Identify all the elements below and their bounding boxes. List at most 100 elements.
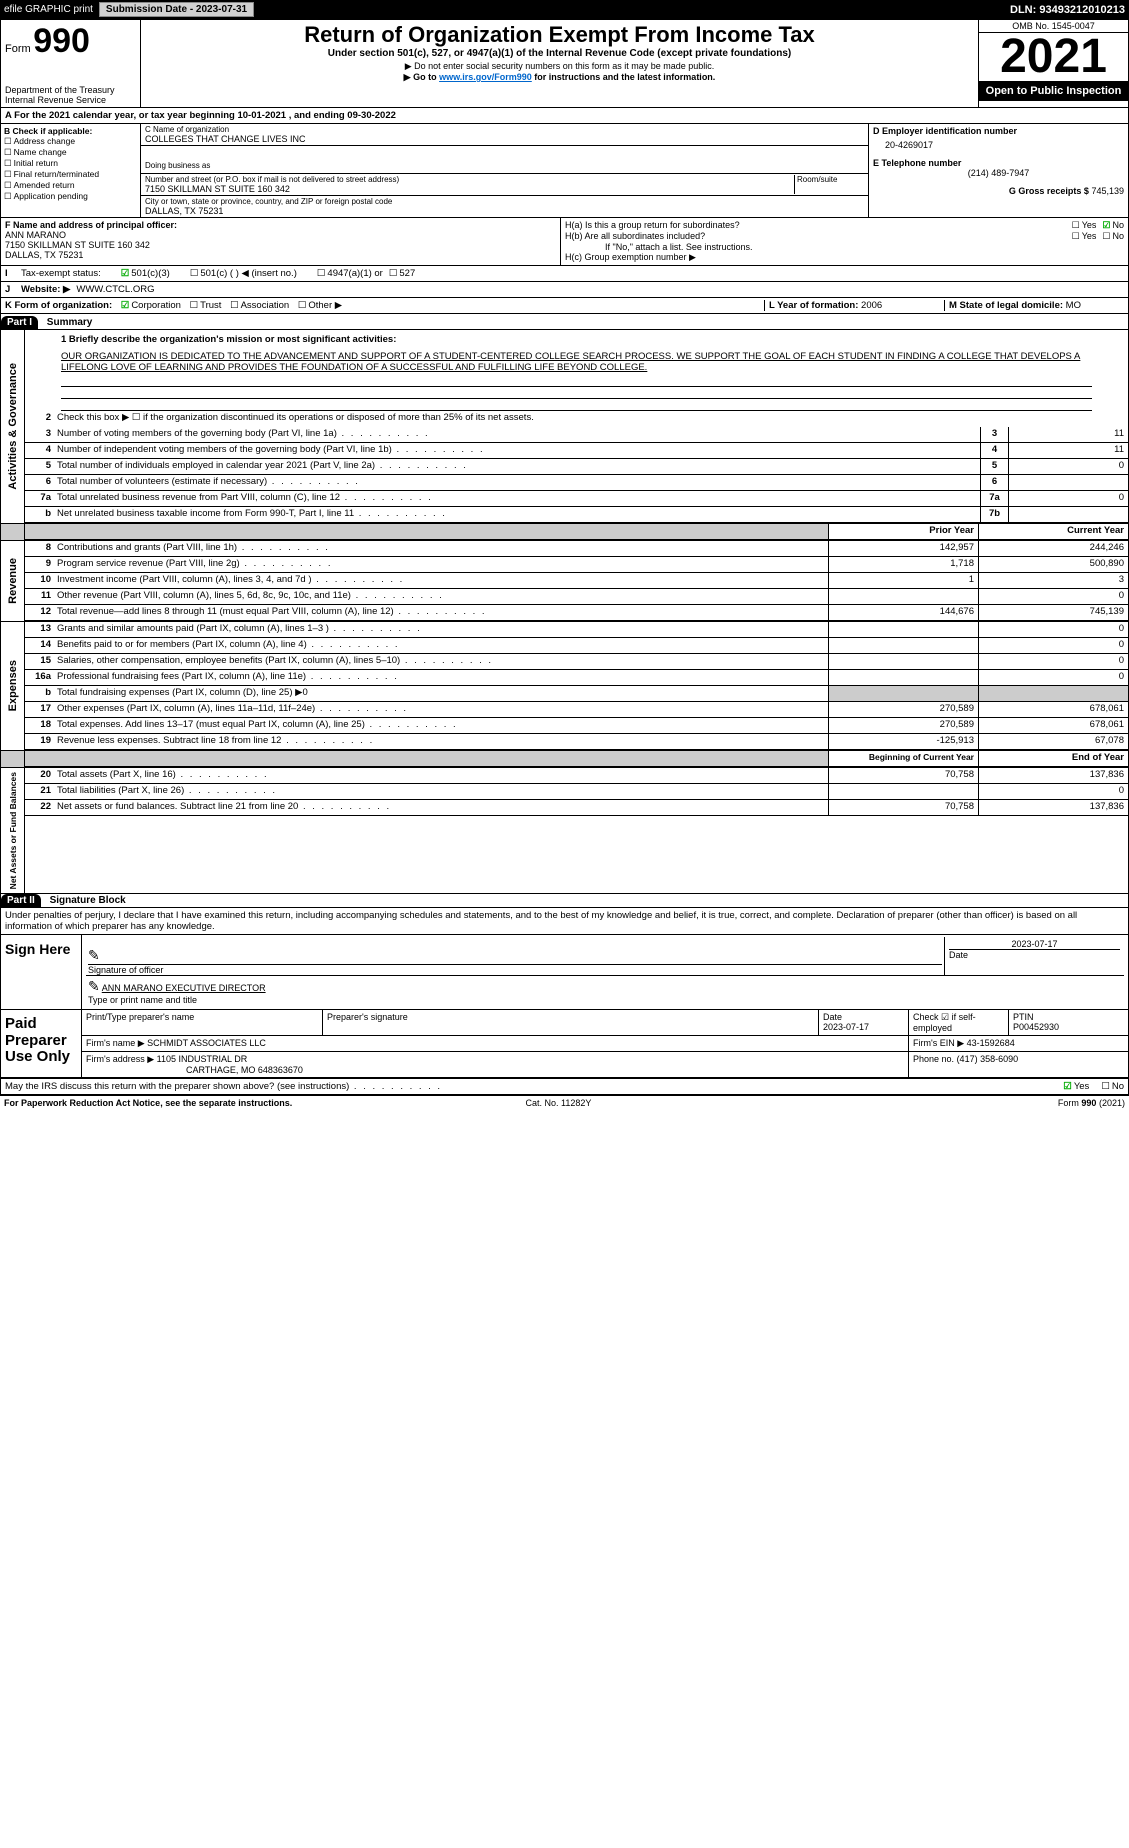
- netassets-section: Net Assets or Fund Balances 20Total asse…: [0, 768, 1129, 894]
- chk-other[interactable]: Other ▶: [298, 300, 342, 311]
- dba-hdr: Doing business as: [145, 161, 864, 170]
- line-2: Check this box ▶ ☐ if the organization d…: [53, 411, 1128, 427]
- officer-name-title: ANN MARANO EXECUTIVE DIRECTOR: [102, 983, 266, 993]
- prior-year-hdr: Prior Year: [828, 524, 978, 539]
- governance-section: Activities & Governance 1 Briefly descri…: [0, 330, 1129, 524]
- form-prefix: Form: [5, 43, 31, 55]
- state-domicile: MO: [1066, 300, 1081, 311]
- current-22: 137,836: [978, 800, 1128, 815]
- chk-address-change[interactable]: Address change: [4, 136, 137, 147]
- chk-4947[interactable]: 4947(a)(1) or: [317, 268, 383, 279]
- phone-value: (214) 489-7947: [873, 168, 1124, 178]
- revenue-section: Revenue 8Contributions and grants (Part …: [0, 541, 1129, 622]
- line-11: Other revenue (Part VIII, column (A), li…: [53, 589, 828, 604]
- line-12: Total revenue—add lines 8 through 11 (mu…: [53, 605, 828, 620]
- d-hdr: D Employer identification number: [873, 126, 1124, 136]
- line-16a: Professional fundraising fees (Part IX, …: [53, 670, 828, 685]
- city-hdr: City or town, state or province, country…: [145, 197, 864, 206]
- line-i: I Tax-exempt status: 501(c)(3) 501(c) ( …: [0, 266, 1129, 282]
- current-10: 3: [978, 573, 1128, 588]
- hb-label: H(b) Are all subordinates included?: [565, 231, 1072, 242]
- line-13: Grants and similar amounts paid (Part IX…: [53, 622, 828, 637]
- k-hdr: K Form of organization:: [5, 300, 112, 311]
- gov-val-7a: 0: [1008, 491, 1128, 506]
- line-b: Total fundraising expenses (Part IX, col…: [53, 686, 828, 701]
- current-18: 678,061: [978, 718, 1128, 733]
- mission-text: OUR ORGANIZATION IS DEDICATED TO THE ADV…: [25, 347, 1128, 375]
- sig-date-label: Date: [949, 949, 1120, 960]
- hb-yes[interactable]: Yes: [1072, 231, 1097, 242]
- footer-left: For Paperwork Reduction Act Notice, see …: [4, 1098, 292, 1108]
- page-footer: For Paperwork Reduction Act Notice, see …: [0, 1095, 1129, 1110]
- form990-link[interactable]: www.irs.gov/Form990: [439, 72, 532, 82]
- ha-yes[interactable]: Yes: [1072, 220, 1097, 231]
- current-year-hdr: Current Year: [978, 524, 1128, 539]
- chk-trust[interactable]: Trust: [190, 300, 222, 311]
- gross-receipts: 745,139: [1091, 186, 1124, 196]
- discuss-no[interactable]: No: [1101, 1081, 1124, 1092]
- ha-no[interactable]: No: [1102, 220, 1124, 231]
- chk-amended-return[interactable]: Amended return: [4, 180, 137, 191]
- website-value: WWW.CTCL.ORG: [76, 284, 154, 295]
- chk-association[interactable]: Association: [230, 300, 289, 311]
- top-bar: efile GRAPHIC print Submission Date - 20…: [0, 0, 1129, 19]
- prior-11: [828, 589, 978, 604]
- chk-application-pending[interactable]: Application pending: [4, 191, 137, 202]
- section-bcd: B Check if applicable: Address change Na…: [0, 124, 1129, 218]
- chk-501c3[interactable]: 501(c)(3): [121, 268, 170, 279]
- line-14: Benefits paid to or for members (Part IX…: [53, 638, 828, 653]
- paid-preparer-label: Paid Preparer Use Only: [1, 1010, 81, 1077]
- chk-initial-return[interactable]: Initial return: [4, 158, 137, 169]
- current-15: 0: [978, 654, 1128, 669]
- hb-note: If "No," attach a list. See instructions…: [565, 242, 1124, 252]
- firm-ein: 43-1592684: [967, 1038, 1015, 1048]
- ein-value: 20-4269017: [885, 140, 1124, 150]
- prep-date: 2023-07-17: [823, 1022, 869, 1032]
- firm-name: SCHMIDT ASSOCIATES LLC: [147, 1038, 266, 1048]
- gov-val-5: 0: [1008, 459, 1128, 474]
- open-public-inspection: Open to Public Inspection: [979, 81, 1128, 101]
- prior-12: 144,676: [828, 605, 978, 620]
- chk-final-return[interactable]: Final return/terminated: [4, 169, 137, 180]
- prep-h3: Date: [823, 1012, 842, 1022]
- prior-9: 1,718: [828, 557, 978, 572]
- prior-14: [828, 638, 978, 653]
- line-22: Net assets or fund balances. Subtract li…: [53, 800, 828, 815]
- ptin-value: P00452930: [1013, 1022, 1059, 1032]
- current-8: 244,246: [978, 541, 1128, 556]
- current-13: 0: [978, 622, 1128, 637]
- current-21: 0: [978, 784, 1128, 799]
- type-print-label: Type or print name and title: [88, 995, 1122, 1005]
- chk-name-change[interactable]: Name change: [4, 147, 137, 158]
- officer-street: 7150 SKILLMAN ST SUITE 160 342: [5, 240, 556, 250]
- discuss-yes[interactable]: Yes: [1063, 1081, 1089, 1092]
- efile-label: efile GRAPHIC print: [4, 4, 93, 15]
- line-18: Total expenses. Add lines 13–17 (must eq…: [53, 718, 828, 733]
- officer-name: ANN MARANO: [5, 230, 556, 240]
- mission-q: 1 Briefly describe the organization's mi…: [61, 334, 396, 345]
- return-title: Return of Organization Exempt From Incom…: [147, 22, 972, 48]
- chk-527[interactable]: 527: [389, 268, 415, 279]
- m-hdr: M State of legal domicile:: [949, 300, 1063, 311]
- line-klm: K Form of organization: Corporation Trus…: [0, 298, 1129, 314]
- chk-501c[interactable]: 501(c) ( ) ◀ (insert no.): [190, 268, 297, 279]
- org-name: COLLEGES THAT CHANGE LIVES INC: [145, 134, 864, 144]
- submission-date-button[interactable]: Submission Date - 2023-07-31: [99, 2, 254, 17]
- hb-no[interactable]: No: [1102, 231, 1124, 242]
- line-19: Revenue less expenses. Subtract line 18 …: [53, 734, 828, 749]
- prep-h5: PTIN: [1013, 1012, 1034, 1022]
- g-hdr: G Gross receipts $: [1009, 186, 1089, 196]
- current-12: 745,139: [978, 605, 1128, 620]
- line-20: Total assets (Part X, line 16): [53, 768, 828, 783]
- i-hdr: Tax-exempt status:: [21, 268, 101, 279]
- line-8: Contributions and grants (Part VIII, lin…: [53, 541, 828, 556]
- firm-addr-label: Firm's address ▶: [86, 1054, 154, 1064]
- chk-corporation[interactable]: Corporation: [121, 300, 181, 311]
- current-9: 500,890: [978, 557, 1128, 572]
- discuss-row: May the IRS discuss this return with the…: [0, 1079, 1129, 1095]
- part-ii-title: Signature Block: [44, 895, 126, 906]
- gov-line-3: Number of voting members of the governin…: [53, 427, 980, 442]
- line-10: Investment income (Part VIII, column (A)…: [53, 573, 828, 588]
- c-name-hdr: C Name of organization: [145, 125, 864, 134]
- firm-addr-1: 1105 INDUSTRIAL DR: [157, 1054, 248, 1064]
